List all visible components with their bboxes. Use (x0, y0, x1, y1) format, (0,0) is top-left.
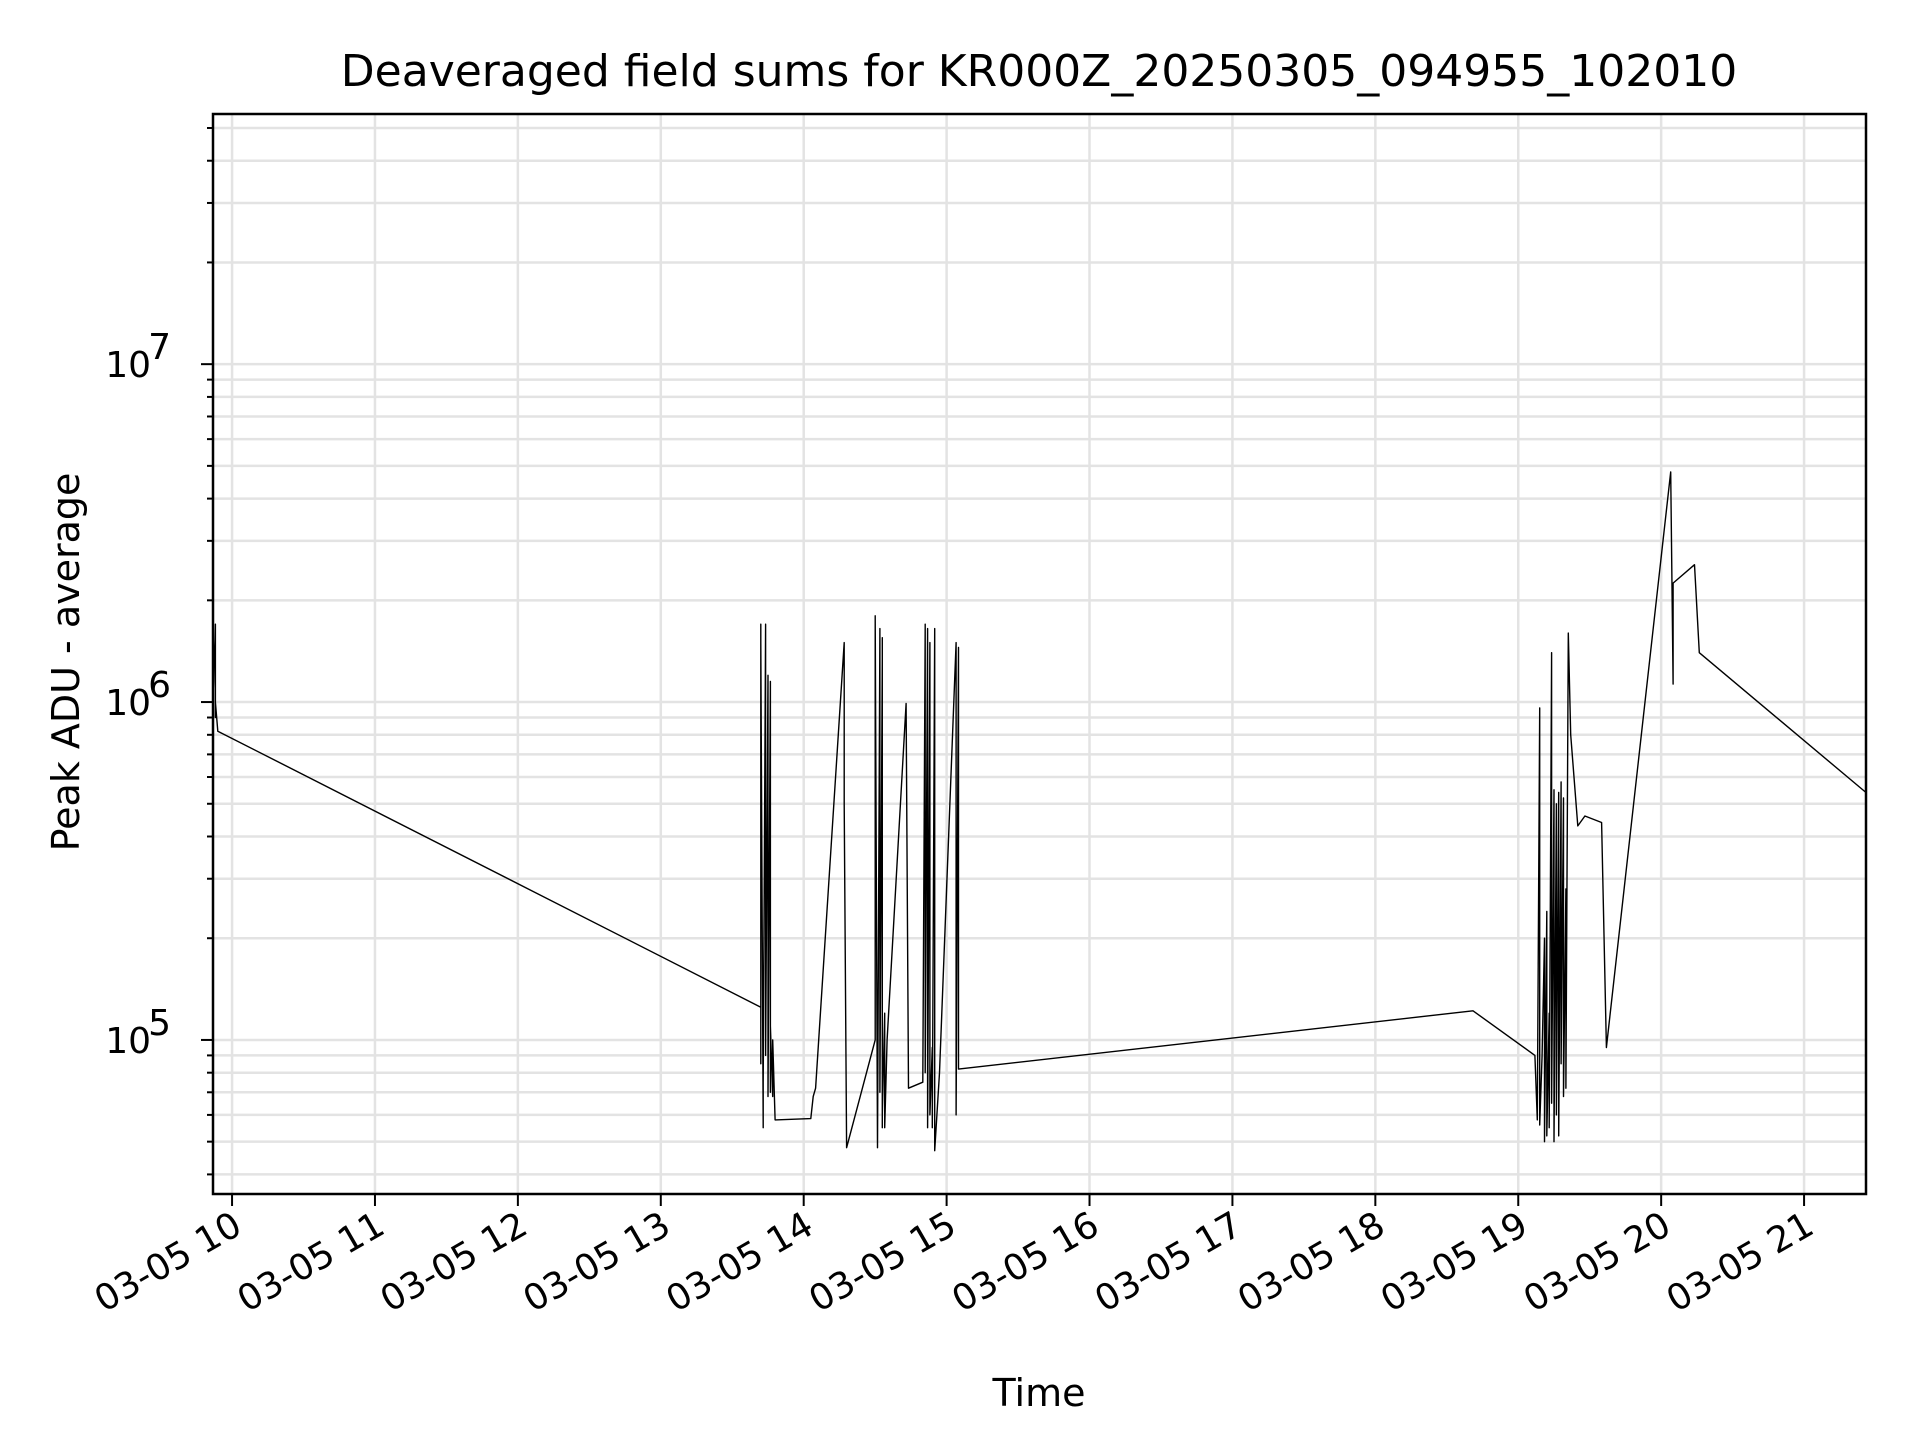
y-tick-label-base: 10 (105, 683, 151, 724)
x-tick-label: 03-05 20 (1517, 1204, 1678, 1320)
chart-title: Deaveraged field sums for KR000Z_2025030… (341, 46, 1737, 97)
x-tick-label: 03-05 12 (374, 1204, 535, 1320)
x-tick-label: 03-05 19 (1374, 1204, 1535, 1320)
x-tick-label: 03-05 15 (802, 1204, 963, 1320)
x-tick-label: 03-05 11 (231, 1204, 392, 1320)
x-tick-label: 03-05 17 (1088, 1204, 1249, 1320)
x-tick-label: 03-05 18 (1231, 1204, 1392, 1320)
y-tick-label-base: 10 (105, 345, 151, 386)
y-axis-label: Peak ADU - average (44, 473, 88, 852)
plot-area (213, 471, 1866, 1152)
x-tick-label: 03-05 14 (660, 1204, 821, 1320)
y-tick-label-exponent: 5 (148, 1003, 171, 1044)
plot-frame (211, 112, 1868, 1196)
x-tick-label: 03-05 10 (88, 1204, 249, 1320)
y-tick-label: 106 (105, 665, 171, 724)
x-tick-label: 03-05 16 (945, 1204, 1106, 1320)
grid (213, 114, 1866, 1194)
y-tick-label: 105 (105, 1003, 171, 1062)
y-tick-label: 107 (105, 327, 171, 386)
y-tick-label-base: 10 (105, 1021, 151, 1062)
series-line-0 (213, 471, 1866, 1152)
y-tick-label-exponent: 6 (148, 665, 171, 706)
x-axis-label: Time (992, 1371, 1086, 1415)
x-tick-label: 03-05 21 (1660, 1204, 1821, 1320)
x-tick-label: 03-05 13 (517, 1204, 678, 1320)
y-tick-label-exponent: 7 (148, 327, 171, 368)
